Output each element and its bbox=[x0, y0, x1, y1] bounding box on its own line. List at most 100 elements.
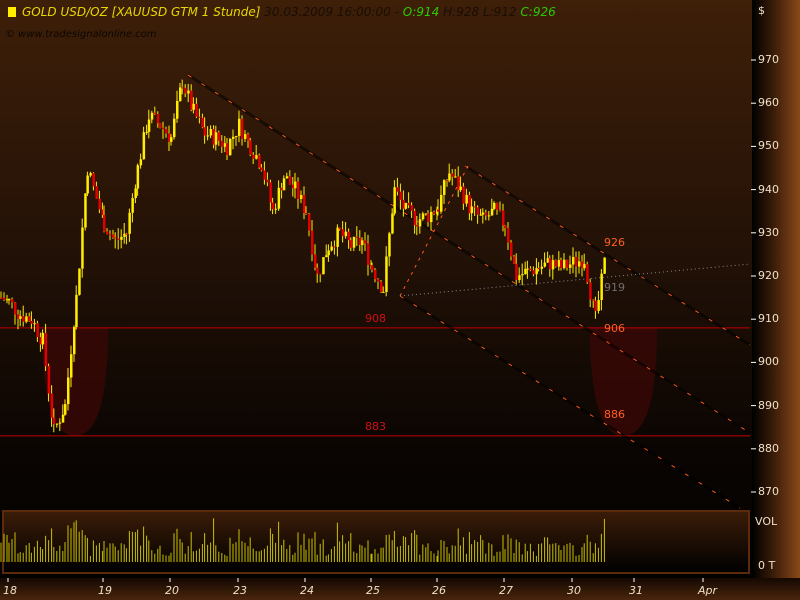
y-tick-label: 890 bbox=[758, 398, 779, 412]
candle-body bbox=[123, 233, 126, 237]
y-tick-label: 960 bbox=[758, 96, 779, 110]
candle-body bbox=[101, 209, 104, 215]
y-tick-label: 940 bbox=[758, 182, 779, 196]
candle-body bbox=[294, 181, 297, 189]
candle-body bbox=[551, 260, 555, 270]
candle-body bbox=[297, 181, 300, 199]
candle-body bbox=[388, 233, 391, 257]
candle-body bbox=[476, 207, 480, 215]
candle-body bbox=[468, 194, 471, 214]
candle-body bbox=[25, 316, 28, 322]
candle-body bbox=[52, 417, 56, 425]
x-tick-label: 27 bbox=[499, 584, 513, 597]
candle-body bbox=[504, 225, 507, 228]
candle-body bbox=[314, 254, 317, 268]
candle-body bbox=[142, 132, 146, 160]
candle-body bbox=[212, 129, 216, 145]
candle-icon bbox=[8, 7, 16, 17]
x-tick-label: 25 bbox=[366, 584, 380, 597]
candle-body bbox=[546, 258, 550, 263]
candle-body bbox=[575, 256, 578, 267]
candle-body bbox=[235, 135, 238, 137]
candle-body bbox=[55, 423, 59, 425]
candle-body bbox=[586, 264, 589, 283]
candle-body bbox=[322, 257, 325, 275]
candle-body bbox=[448, 173, 451, 181]
candle-body bbox=[11, 299, 14, 303]
candle-body bbox=[201, 117, 204, 128]
candle-body bbox=[192, 103, 195, 110]
candle-body bbox=[255, 155, 258, 159]
candle-body bbox=[433, 211, 436, 214]
candle-body bbox=[203, 127, 207, 136]
x-tick-label: 30 bbox=[567, 584, 581, 597]
candle-body bbox=[247, 134, 250, 141]
candle-body bbox=[19, 316, 22, 319]
candle-body bbox=[33, 323, 36, 325]
candle-body bbox=[513, 256, 516, 264]
candle-body bbox=[30, 320, 33, 324]
candle-body bbox=[548, 258, 552, 270]
candle-body bbox=[168, 133, 171, 142]
candle-body bbox=[540, 266, 544, 269]
candle-body bbox=[305, 212, 308, 214]
y-tick-label: 920 bbox=[758, 269, 779, 282]
date-axis[interactable] bbox=[0, 578, 800, 600]
candle-body bbox=[285, 176, 289, 179]
candle-body bbox=[220, 140, 224, 147]
y-tick-label: 880 bbox=[758, 441, 779, 455]
candle-body bbox=[47, 366, 51, 394]
candle-body bbox=[484, 212, 488, 216]
candle-body bbox=[380, 281, 383, 293]
candle-body bbox=[170, 137, 173, 142]
candle-body bbox=[269, 182, 272, 203]
candle-body bbox=[374, 269, 377, 280]
candle-body bbox=[206, 135, 210, 137]
candle-body bbox=[184, 87, 187, 94]
target-zone bbox=[590, 327, 657, 436]
candle-body bbox=[396, 187, 399, 192]
candle-body bbox=[226, 143, 229, 156]
candle-body bbox=[391, 213, 394, 234]
candle-body bbox=[214, 132, 218, 145]
candle-body bbox=[156, 113, 160, 124]
candle-body bbox=[367, 243, 370, 265]
candle-body bbox=[572, 256, 575, 265]
volume-label: VOL bbox=[755, 515, 778, 528]
candle-body bbox=[361, 240, 364, 245]
annotation-886: 886 bbox=[604, 408, 625, 421]
candle-body bbox=[385, 256, 388, 292]
candle-body bbox=[569, 264, 572, 268]
candle-body bbox=[336, 227, 339, 247]
candle-body bbox=[457, 176, 460, 191]
price-axis[interactable] bbox=[752, 0, 800, 578]
candle-body bbox=[95, 186, 98, 199]
candle-body bbox=[325, 255, 328, 258]
candle-body bbox=[277, 187, 281, 209]
candle-body bbox=[563, 259, 566, 269]
pivot-line bbox=[399, 165, 469, 297]
candle-body bbox=[524, 268, 527, 275]
candle-body bbox=[36, 323, 39, 338]
candle-body bbox=[535, 267, 538, 275]
open-value: O:914 bbox=[402, 5, 440, 19]
candle-body bbox=[179, 87, 182, 101]
candle-body bbox=[481, 212, 485, 215]
candle-body bbox=[58, 422, 62, 424]
candle-body bbox=[89, 173, 92, 176]
candle-body bbox=[136, 165, 140, 189]
candle-body bbox=[578, 261, 581, 267]
candle-body bbox=[28, 316, 31, 321]
candle-body bbox=[17, 314, 20, 319]
candle-body bbox=[532, 270, 535, 275]
candle-body bbox=[515, 263, 518, 280]
candle-body bbox=[271, 202, 275, 210]
candle-body bbox=[120, 236, 123, 240]
candle-body bbox=[600, 273, 603, 301]
candle-body bbox=[499, 209, 502, 211]
candle-body bbox=[526, 268, 529, 270]
candle-body bbox=[223, 143, 227, 147]
x-tick-label: 19 bbox=[98, 584, 112, 597]
candle-body bbox=[125, 233, 128, 235]
